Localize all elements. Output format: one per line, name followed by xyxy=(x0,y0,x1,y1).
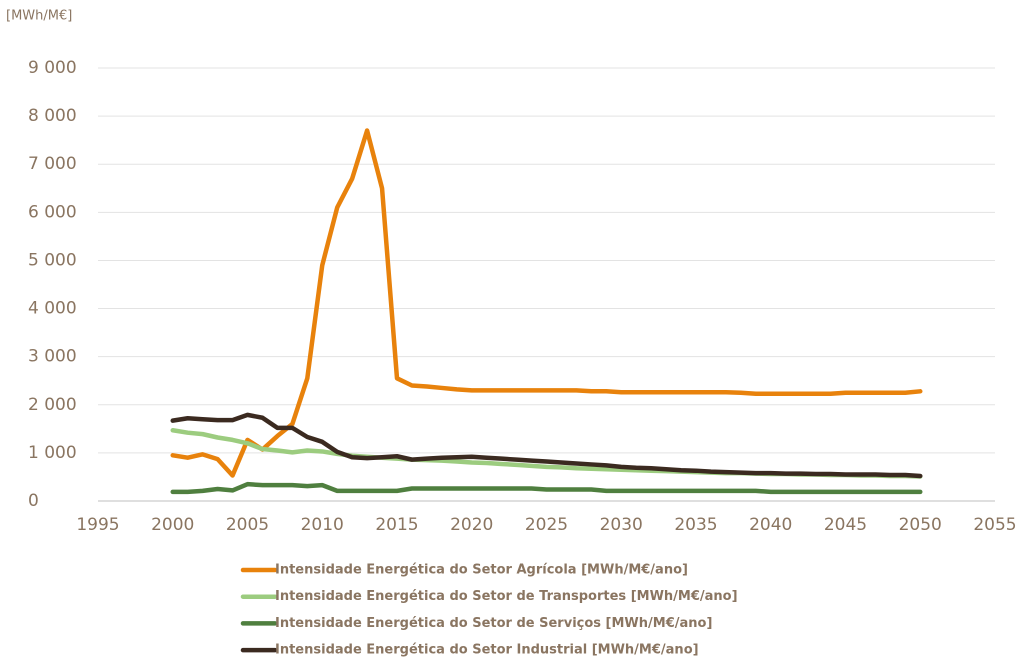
y-axis-label: [MWh/M€] xyxy=(6,9,72,24)
x-tick-label: 2030 xyxy=(600,515,643,535)
y-tick-label: 9 000 xyxy=(28,58,77,78)
series-line xyxy=(170,128,923,478)
x-tick-label: 2005 xyxy=(226,515,269,535)
x-tick-label: 2040 xyxy=(749,515,792,535)
series-line xyxy=(170,481,923,495)
y-tick-label: 7 000 xyxy=(28,154,77,174)
y-tick-label: 0 xyxy=(28,491,39,511)
x-tick-label: 2000 xyxy=(151,515,194,535)
legend-label: Intensidade Energética do Setor Agrícola… xyxy=(275,563,688,578)
legend-label: Intensidade Energética do Setor de Servi… xyxy=(275,616,712,631)
legend-label: Intensidade Energética do Setor de Trans… xyxy=(275,589,738,604)
x-tick-label: 2055 xyxy=(973,515,1016,535)
legend-label: Intensidade Energética do Setor Industri… xyxy=(275,643,699,658)
y-tick-label: 2 000 xyxy=(28,395,77,415)
x-tick-label: 2035 xyxy=(674,515,717,535)
x-tick-label: 2010 xyxy=(301,515,344,535)
x-tick-label: 2020 xyxy=(450,515,493,535)
y-tick-label: 8 000 xyxy=(28,106,77,126)
y-tick-label: 1 000 xyxy=(28,443,77,463)
y-tick-label: 3 000 xyxy=(28,347,77,367)
x-tick-label: 2045 xyxy=(824,515,867,535)
y-tick-label: 5 000 xyxy=(28,250,77,270)
x-tick-label: 1995 xyxy=(76,515,119,535)
y-tick-label: 4 000 xyxy=(28,299,77,319)
series-line xyxy=(170,412,923,479)
x-tick-label: 2050 xyxy=(899,515,942,535)
x-tick-label: 2015 xyxy=(375,515,418,535)
x-tick-label: 2025 xyxy=(525,515,568,535)
y-tick-label: 6 000 xyxy=(28,202,77,222)
